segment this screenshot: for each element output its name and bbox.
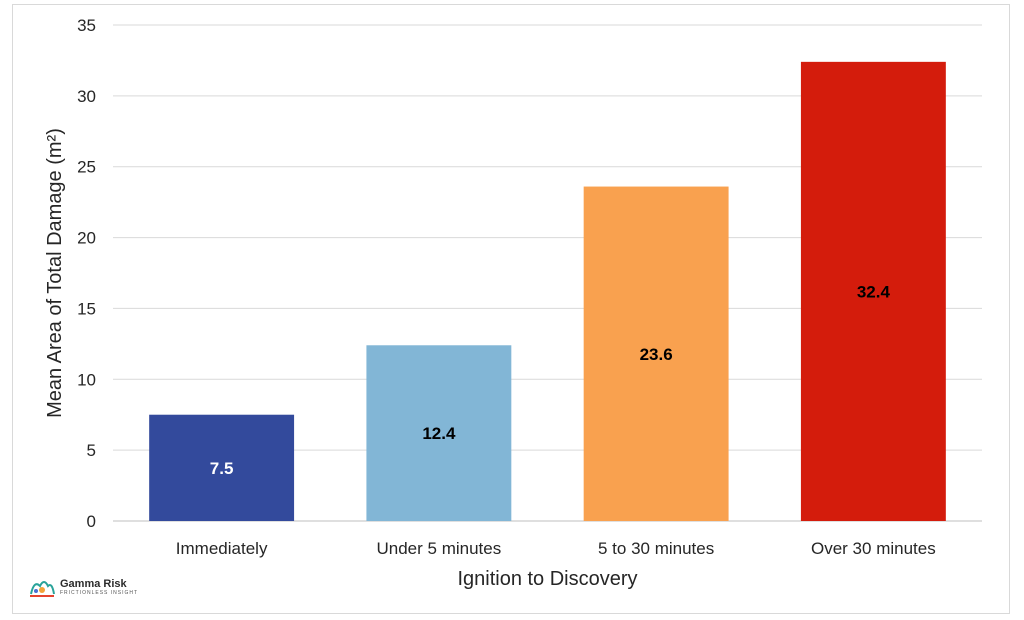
bar [583, 186, 729, 521]
x-axis-title: Ignition to Discovery [457, 568, 637, 590]
x-tick-label: Under 5 minutes [377, 539, 502, 558]
x-tick-label: Immediately [176, 539, 268, 558]
bar-data-label: 12.4 [422, 424, 456, 443]
bar [366, 345, 512, 521]
logo-icon [30, 581, 55, 597]
gamma-risk-logo: Gamma Risk FRICTIONLESS INSIGHT [28, 575, 138, 599]
y-axis-title: Mean Area of Total Damage (m²) [44, 128, 66, 418]
logo-name: Gamma Risk [60, 578, 127, 590]
bar-data-label: 32.4 [857, 282, 891, 301]
y-tick-label: 25 [77, 158, 96, 177]
y-tick-label: 10 [77, 370, 96, 389]
x-tick-label: Over 30 minutes [811, 539, 936, 558]
y-tick-label: 15 [77, 299, 96, 318]
y-tick-label: 35 [77, 16, 96, 35]
bar [800, 61, 946, 522]
y-tick-label: 0 [87, 512, 96, 531]
logo-tagline: FRICTIONLESS INSIGHT [60, 590, 139, 596]
x-tick-label: 5 to 30 minutes [598, 539, 714, 558]
chart-frame [12, 4, 1010, 614]
y-tick-label: 5 [87, 441, 96, 460]
y-tick-label: 30 [77, 87, 96, 106]
y-tick-label: 20 [77, 229, 96, 248]
bar-data-label: 7.5 [210, 459, 234, 478]
bar [149, 414, 295, 521]
bar-data-label: 23.6 [640, 345, 673, 364]
